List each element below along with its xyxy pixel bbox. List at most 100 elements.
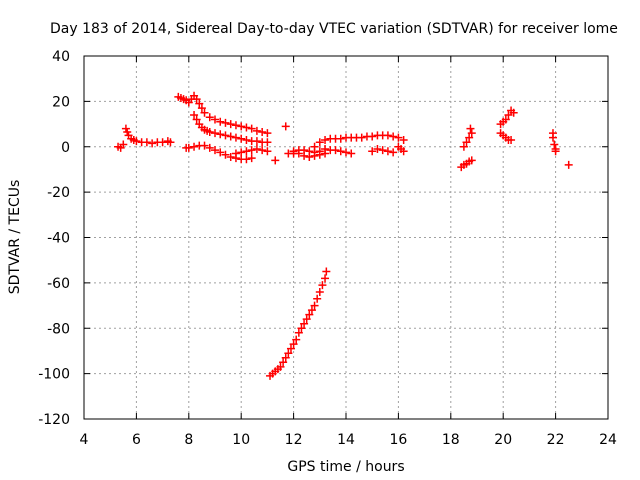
data-point bbox=[226, 120, 235, 129]
data-point bbox=[263, 138, 272, 147]
x-axis: 4 6 8 10 12 14 16 18 20 22 24 bbox=[80, 56, 617, 448]
x-tick-label: 18 bbox=[442, 432, 460, 448]
data-point bbox=[368, 147, 377, 156]
data-point bbox=[373, 145, 382, 154]
data-point bbox=[237, 148, 246, 157]
data-point bbox=[321, 274, 330, 283]
data-point bbox=[190, 142, 199, 151]
x-tick-label: 4 bbox=[80, 432, 89, 448]
data-point bbox=[322, 267, 331, 276]
data-point bbox=[289, 147, 298, 156]
data-point bbox=[300, 319, 309, 328]
data-point bbox=[226, 152, 235, 161]
data-point bbox=[368, 132, 377, 141]
data-point bbox=[357, 133, 366, 142]
x-tick-label: 8 bbox=[184, 432, 193, 448]
data-point bbox=[221, 118, 230, 127]
data-point bbox=[399, 135, 408, 144]
data-point bbox=[305, 310, 314, 319]
data-point bbox=[205, 128, 214, 137]
data-point bbox=[279, 358, 288, 367]
data-point bbox=[292, 335, 301, 344]
data-point bbox=[459, 142, 468, 151]
y-tick-label: -20 bbox=[47, 185, 70, 201]
data-point bbox=[216, 117, 225, 126]
data-point bbox=[226, 132, 235, 141]
y-tick-label: -60 bbox=[47, 276, 70, 292]
data-point bbox=[462, 138, 471, 147]
data-point bbox=[284, 349, 293, 358]
data-point bbox=[200, 141, 209, 150]
data-point bbox=[289, 340, 298, 349]
x-tick-label: 6 bbox=[132, 432, 141, 448]
data-point bbox=[231, 133, 240, 142]
data-point bbox=[321, 135, 330, 144]
data-point bbox=[551, 147, 560, 156]
data-point bbox=[190, 110, 199, 119]
data-point bbox=[242, 155, 251, 164]
data-point bbox=[216, 148, 225, 157]
data-point bbox=[184, 143, 193, 152]
data-point bbox=[331, 146, 340, 155]
x-tick-label: 22 bbox=[547, 432, 565, 448]
data-point bbox=[383, 131, 392, 140]
y-tick-label: 20 bbox=[52, 94, 70, 110]
data-point bbox=[315, 287, 324, 296]
data-point bbox=[221, 131, 230, 140]
data-point bbox=[286, 344, 295, 353]
data-point bbox=[302, 315, 311, 324]
data-point bbox=[197, 104, 206, 113]
data-point bbox=[166, 138, 175, 147]
data-point bbox=[258, 146, 267, 155]
data-point bbox=[205, 143, 214, 152]
data-point bbox=[242, 123, 251, 132]
data-point bbox=[467, 156, 476, 165]
data-point bbox=[231, 121, 240, 130]
data-point bbox=[276, 362, 285, 371]
data-point bbox=[399, 147, 408, 156]
grid bbox=[84, 56, 608, 419]
data-point bbox=[195, 99, 204, 108]
x-tick-label: 12 bbox=[285, 432, 303, 448]
chart-title: Day 183 of 2014, Sidereal Day-to-day VTE… bbox=[50, 21, 618, 37]
x-tick-label: 16 bbox=[389, 432, 407, 448]
data-point bbox=[504, 110, 513, 119]
data-point bbox=[119, 140, 128, 149]
data-point bbox=[321, 145, 330, 154]
x-tick-label: 24 bbox=[599, 432, 617, 448]
x-axis-label: GPS time / hours bbox=[287, 459, 404, 475]
data-point bbox=[310, 301, 319, 310]
data-point bbox=[247, 154, 256, 163]
y-tick-label: -120 bbox=[38, 412, 70, 428]
data-point bbox=[221, 150, 230, 159]
data-point bbox=[242, 135, 251, 144]
data-point bbox=[211, 115, 219, 124]
data-point bbox=[336, 134, 345, 143]
data-point bbox=[313, 294, 322, 303]
data-point bbox=[281, 353, 290, 362]
x-tick-label: 10 bbox=[232, 432, 250, 448]
data-point bbox=[192, 95, 201, 104]
data-point bbox=[548, 133, 557, 142]
data-point bbox=[389, 132, 398, 141]
data-point bbox=[465, 133, 474, 142]
data-point bbox=[467, 129, 476, 138]
data-point bbox=[216, 130, 225, 139]
data-point bbox=[564, 160, 573, 169]
y-axis: -120 -100 -80 -60 -40 -20 0 20 40 bbox=[38, 49, 608, 428]
data-point bbox=[394, 133, 403, 142]
y-tick-label: 0 bbox=[61, 140, 70, 156]
data-point bbox=[192, 115, 201, 124]
data-point bbox=[247, 146, 256, 155]
data-point bbox=[315, 147, 324, 156]
data-point bbox=[507, 135, 516, 144]
data-point bbox=[132, 137, 141, 146]
data-points bbox=[114, 91, 573, 380]
data-point bbox=[389, 148, 398, 157]
data-point bbox=[466, 124, 475, 133]
data-point bbox=[148, 139, 157, 148]
data-point bbox=[211, 129, 219, 138]
data-point bbox=[383, 147, 392, 156]
data-point bbox=[310, 142, 319, 151]
